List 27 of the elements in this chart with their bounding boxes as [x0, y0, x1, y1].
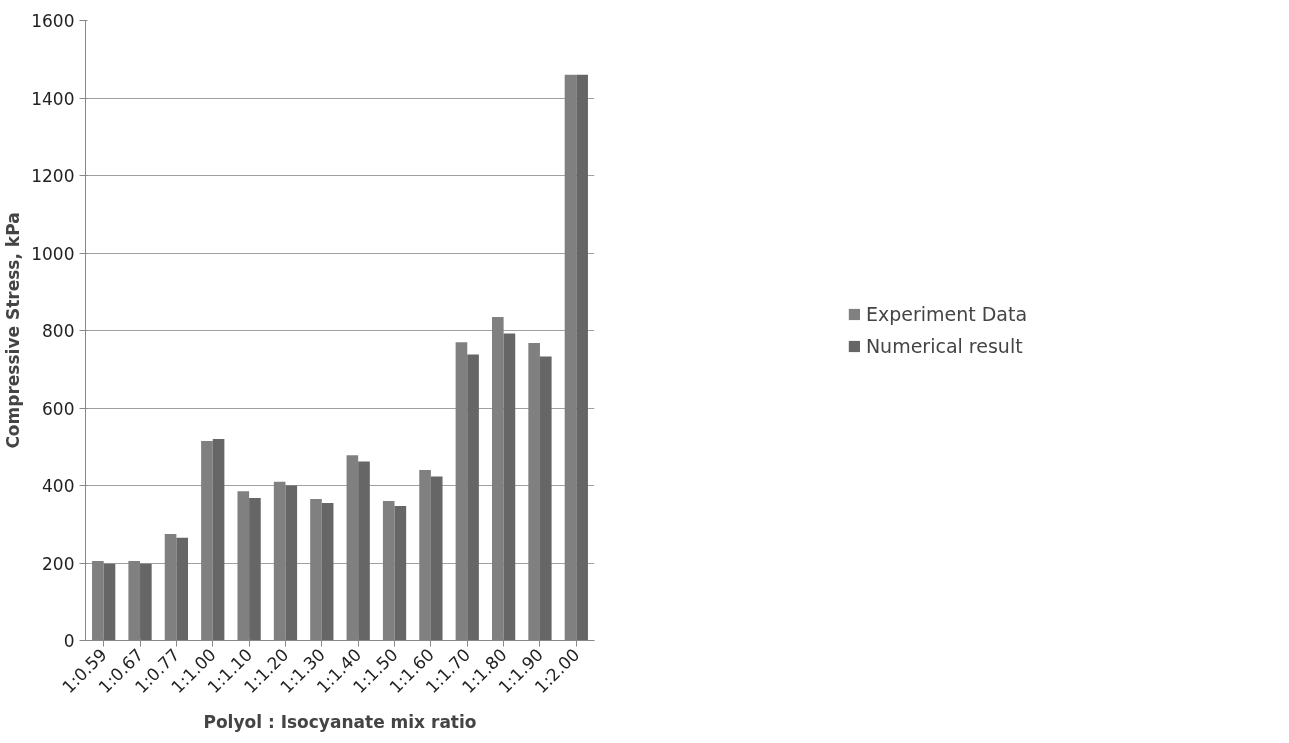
- bar: [140, 563, 152, 641]
- y-tick-label: 200: [42, 553, 75, 574]
- bar: [539, 356, 552, 641]
- y-tick-label: 1400: [31, 88, 75, 109]
- bar: [394, 506, 407, 641]
- y-tick-label: 0: [63, 631, 75, 651]
- bar: [467, 354, 479, 641]
- y-tick-label: 400: [42, 476, 75, 496]
- bar: [212, 439, 225, 641]
- bar: [576, 74, 588, 641]
- bar: [503, 333, 516, 641]
- y-tick-label: 1600: [31, 11, 75, 31]
- y-tick-label: 600: [42, 398, 75, 419]
- x-axis-title: Polyol : Isocyanate mix ratio: [203, 712, 477, 733]
- bar: [249, 497, 261, 641]
- legend-label: Numerical result: [865, 335, 1023, 357]
- y-axis-title: Compressive Stress, kPa: [3, 212, 24, 449]
- y-tick-label: 1000: [31, 243, 75, 264]
- bar: [358, 461, 370, 641]
- y-tick-label: 800: [42, 321, 75, 341]
- y-tick-label: 1200: [31, 166, 75, 186]
- bar: [430, 476, 443, 641]
- bar: [285, 485, 298, 641]
- bar: [103, 563, 116, 641]
- legend-label: Experiment Data: [865, 303, 1028, 325]
- bar: [321, 502, 334, 641]
- bar: [176, 537, 189, 641]
